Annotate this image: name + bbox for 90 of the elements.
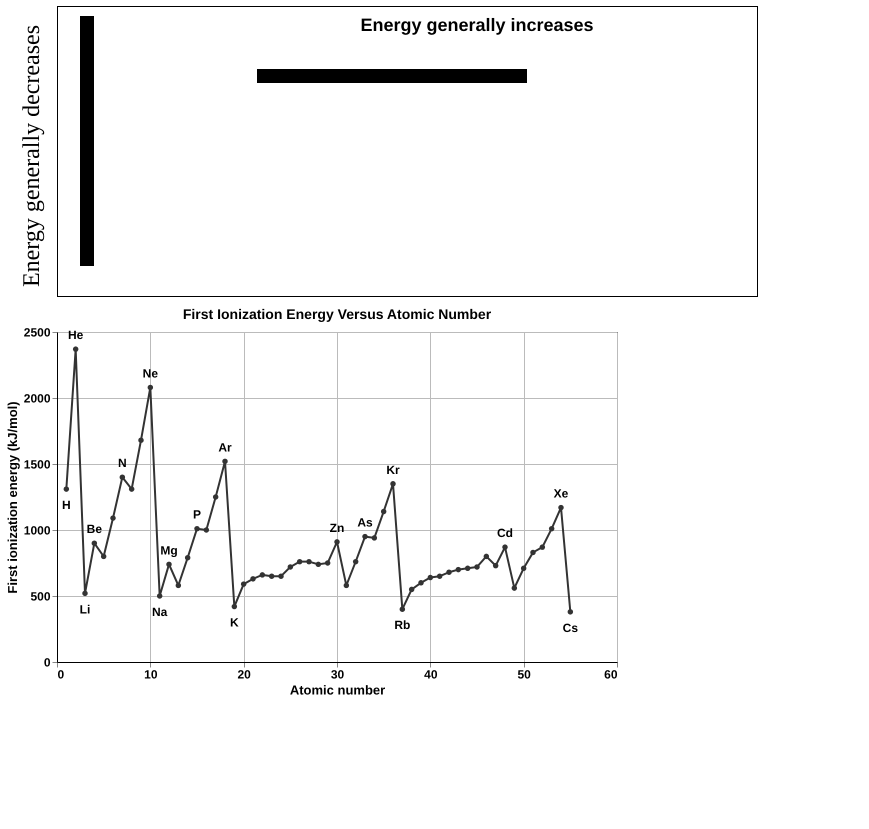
y-tick-label: 1000	[24, 524, 51, 538]
annotation: K	[230, 616, 239, 630]
point	[344, 582, 350, 588]
point	[484, 554, 490, 560]
point	[156, 593, 162, 599]
annotation: Xe	[554, 486, 569, 501]
point	[296, 558, 302, 564]
point	[110, 515, 116, 521]
y-tick-label: 500	[30, 590, 51, 604]
point	[64, 486, 70, 492]
point	[512, 585, 518, 591]
point	[100, 554, 106, 560]
point	[194, 526, 200, 532]
annotation: As	[357, 516, 373, 530]
annotation: He	[68, 328, 84, 342]
point	[428, 574, 434, 580]
point	[446, 570, 452, 575]
x-axis-title: Atomic number	[290, 682, 386, 698]
point	[400, 606, 406, 612]
x-tick-label: 30	[330, 668, 344, 682]
point	[372, 535, 378, 541]
point	[362, 534, 368, 540]
point	[456, 566, 462, 572]
point	[418, 580, 424, 586]
point	[408, 586, 414, 592]
y-axis-title: First ionization energy (kJ/mol)	[4, 401, 20, 594]
point	[474, 564, 480, 570]
x-tick-label: 60	[604, 668, 618, 682]
point	[352, 558, 358, 564]
point	[540, 544, 546, 550]
annotation: Cs	[562, 620, 578, 635]
x-tick-label: 20	[237, 668, 252, 682]
point	[306, 558, 312, 564]
point	[222, 458, 228, 464]
text: Energy generally increases	[360, 15, 594, 35]
y-tick-label: 0	[44, 656, 51, 670]
point	[558, 504, 564, 510]
annotation: Zn	[330, 520, 344, 535]
x-tick-label: 50	[517, 668, 532, 682]
point	[232, 604, 238, 610]
point	[138, 438, 144, 443]
point	[120, 474, 126, 480]
annotation: Ar	[218, 440, 232, 454]
point	[530, 550, 536, 556]
point	[260, 572, 266, 578]
text: Energy generally decreases	[19, 24, 45, 288]
point	[548, 526, 554, 532]
y-tick-label: 2000	[24, 392, 51, 406]
annotation: Kr	[386, 462, 400, 477]
x-tick-label: 10	[144, 668, 158, 682]
point	[464, 566, 470, 572]
point	[502, 544, 508, 550]
point	[92, 540, 98, 546]
point	[212, 494, 218, 500]
annotation: Be	[86, 522, 102, 536]
annotation: H	[62, 498, 71, 512]
annotation: Ne	[142, 366, 158, 380]
point	[268, 573, 274, 579]
point	[278, 573, 284, 579]
annotation: Na	[152, 605, 168, 619]
point	[324, 560, 330, 566]
point	[316, 562, 322, 568]
annotation: Mg	[160, 543, 178, 558]
point	[184, 554, 190, 560]
y-tick-label: 1500	[24, 458, 51, 472]
annotation: P	[192, 508, 202, 522]
point	[436, 573, 442, 579]
point	[82, 590, 88, 596]
x-tick-label: 0	[58, 668, 64, 682]
point	[250, 576, 256, 582]
annotation: Rb	[394, 618, 410, 632]
point	[72, 346, 78, 352]
chart-title: First Ionization Energy Versus Atomic Number	[182, 306, 492, 322]
annotation: N	[118, 456, 127, 470]
point	[380, 508, 386, 514]
annotation: Li	[80, 602, 90, 616]
point	[128, 486, 134, 492]
point	[288, 564, 294, 570]
y-tick-label: 2500	[24, 326, 51, 340]
point	[520, 566, 526, 572]
point	[568, 609, 574, 615]
point	[390, 481, 396, 487]
x-tick-label: 40	[424, 668, 438, 682]
point	[240, 581, 246, 587]
point	[148, 384, 154, 390]
point	[492, 562, 498, 568]
point	[204, 527, 210, 533]
annotation: Cd	[497, 526, 513, 540]
point	[334, 539, 340, 545]
point	[176, 582, 182, 588]
